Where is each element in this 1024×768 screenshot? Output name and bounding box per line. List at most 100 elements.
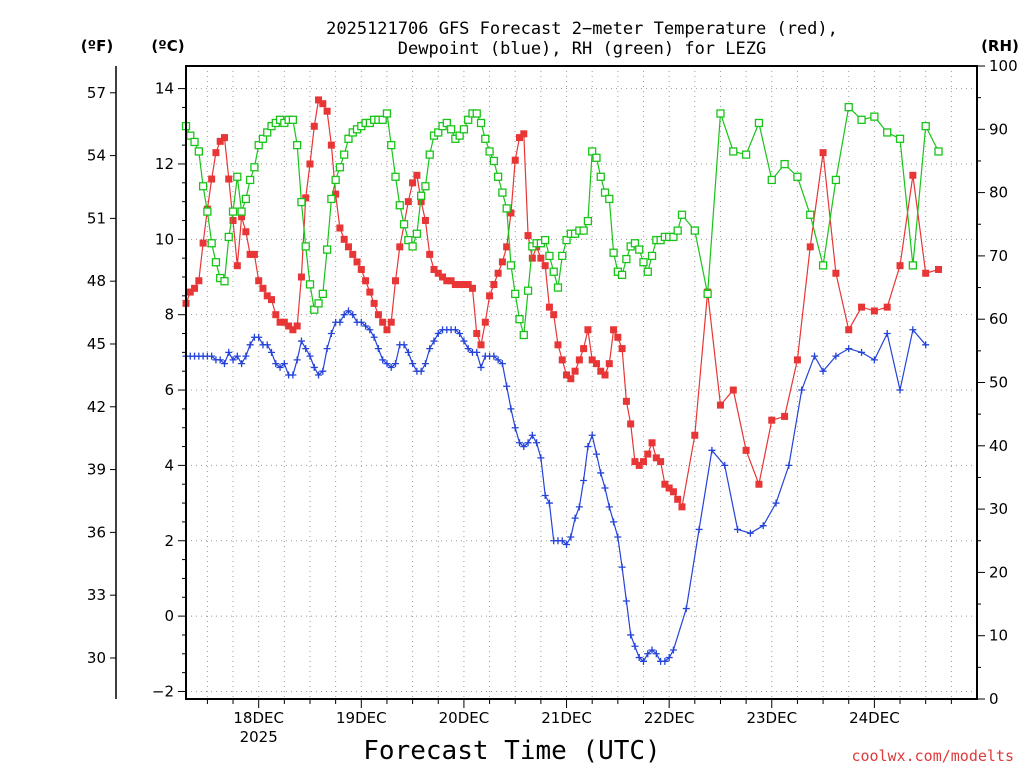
rh-tick-label: 90 <box>989 120 1008 138</box>
rh-point <box>391 172 400 181</box>
temperature-point <box>443 277 451 285</box>
rh-tick-label: 20 <box>989 563 1008 581</box>
temperature-point <box>742 446 750 454</box>
temperature-point <box>246 250 254 258</box>
temperature-point <box>729 386 737 394</box>
dewpoint-point <box>922 341 930 349</box>
dewpoint-point <box>614 533 622 541</box>
temperature-point <box>409 179 417 187</box>
dewpoint-point <box>520 443 528 451</box>
dewpoint-point <box>541 492 549 500</box>
dewpoint-point <box>297 337 305 345</box>
dewpoint-point <box>883 330 891 338</box>
rh-point <box>673 226 682 235</box>
rh-point <box>545 251 554 261</box>
dewpoint-point <box>268 348 276 356</box>
temperature-point <box>674 495 682 503</box>
rh-tick-label: 80 <box>989 184 1008 202</box>
dewpoint-point <box>392 360 400 368</box>
dewpoint-series <box>182 307 930 665</box>
dewpoint-point <box>306 352 314 360</box>
celsius-tick-label: 0 <box>164 607 174 625</box>
temperature-point <box>387 318 395 326</box>
rh-point <box>622 254 631 264</box>
rh-point <box>442 118 451 128</box>
dewpoint-point <box>734 525 742 533</box>
rh-point <box>455 131 464 140</box>
dewpoint-point <box>618 563 626 571</box>
dewpoint-point <box>511 424 519 432</box>
dewpoint-point <box>819 367 827 375</box>
rh-point <box>857 115 866 124</box>
temperature-point <box>635 461 643 469</box>
rh-point <box>417 191 426 200</box>
dewpoint-point <box>477 363 485 371</box>
rh-tick-label: 70 <box>989 247 1008 265</box>
rh-point <box>314 299 323 308</box>
temperature-point <box>567 375 575 383</box>
rh-point <box>934 147 943 156</box>
temperature-point <box>353 258 361 266</box>
rh-tick-label: 10 <box>989 627 1008 645</box>
dewpoint-point <box>327 330 335 338</box>
temperature-point <box>661 480 669 488</box>
fahrenheit-tick-label: 54 <box>87 147 106 165</box>
chart-title-line-2: Dewpoint (blue), RH (green) for LEZG <box>398 39 766 59</box>
rh-point <box>297 197 306 207</box>
rh-point <box>318 289 327 299</box>
x-tick-label: 21DEC <box>541 709 592 727</box>
dewpoint-point <box>370 333 378 341</box>
temperature-point <box>233 262 241 270</box>
dewpoint-point <box>362 322 370 330</box>
temperature-point <box>622 397 630 405</box>
dewpoint-point <box>832 352 840 360</box>
rh-point <box>293 140 302 150</box>
dewpoint-point <box>272 360 280 368</box>
dewpoint-point <box>759 522 767 530</box>
dewpoint-point <box>233 352 241 360</box>
dewpoint-point <box>323 345 331 353</box>
temperature-point <box>896 262 904 270</box>
chart-title-line-1: 2025121706 GFS Forecast 2−meter Temperat… <box>326 19 838 39</box>
temperature-point <box>238 213 246 221</box>
rh-point <box>301 242 310 251</box>
temperature-point <box>268 296 276 304</box>
dewpoint-point <box>845 345 853 353</box>
temperature-point <box>563 371 571 379</box>
rh-point <box>211 258 221 267</box>
temperature-point <box>545 303 553 311</box>
temperature-point <box>280 318 288 326</box>
x-year-label: 2025 <box>240 728 278 746</box>
temperature-point <box>614 333 622 341</box>
rh-point <box>502 204 511 213</box>
dewpoint-point <box>255 333 263 341</box>
dewpoint-point <box>379 356 387 364</box>
dewpoint-point <box>310 363 318 371</box>
rh-point <box>729 147 738 156</box>
temperature-point <box>618 345 626 353</box>
rh-point <box>579 226 588 235</box>
temperature-point <box>315 96 323 104</box>
rh-point <box>677 210 687 219</box>
temperature-point <box>366 288 374 296</box>
temperature-point <box>212 149 220 157</box>
temperature-point <box>806 243 814 251</box>
temperature-series <box>182 96 943 511</box>
temperature-point <box>605 360 613 368</box>
tick-labels: −2 0 2 4 6 8 10 12 14 30 33 36 39 42 45 48 51 54 57 0 10 20 30… <box>87 57 1018 746</box>
temperature-point <box>669 488 677 496</box>
dewpoint-point <box>276 363 284 371</box>
rh-point <box>630 239 640 248</box>
dewpoint-point <box>289 371 297 379</box>
temperature-point <box>793 356 801 364</box>
rh-point <box>600 188 610 197</box>
dewpoint-point <box>404 348 412 356</box>
rh-point <box>220 277 229 286</box>
rh-point <box>207 239 216 248</box>
temperature-point <box>229 216 237 224</box>
temperature-point <box>383 326 391 334</box>
temperature-point <box>417 198 425 206</box>
rh-point <box>643 267 652 276</box>
temperature-point <box>297 273 305 281</box>
rh-point <box>831 175 841 185</box>
